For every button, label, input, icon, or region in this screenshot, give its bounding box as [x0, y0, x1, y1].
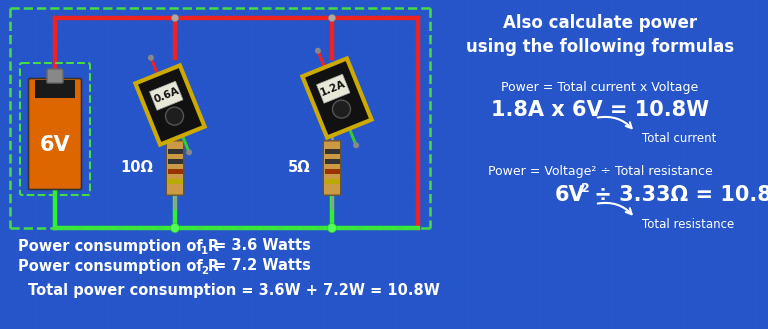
Circle shape	[186, 149, 192, 155]
Circle shape	[170, 223, 180, 233]
Text: 0.6A: 0.6A	[152, 86, 180, 105]
Circle shape	[171, 14, 178, 21]
Circle shape	[315, 48, 321, 54]
Text: Power = Voltage² ÷ Total resistance: Power = Voltage² ÷ Total resistance	[488, 165, 713, 179]
Text: = 3.6 Watts: = 3.6 Watts	[209, 239, 311, 254]
Text: Also calculate power
using the following formulas: Also calculate power using the following…	[466, 14, 734, 56]
Bar	[167, 169, 183, 174]
FancyBboxPatch shape	[28, 79, 81, 190]
Text: Total current: Total current	[642, 132, 717, 144]
Circle shape	[327, 223, 336, 233]
Polygon shape	[135, 65, 204, 144]
FancyBboxPatch shape	[167, 141, 184, 195]
Text: Total power consumption = 3.6W + 7.2W = 10.8W: Total power consumption = 3.6W + 7.2W = …	[28, 283, 440, 297]
Bar	[167, 179, 183, 184]
Text: ÷ 3.33Ω = 10.8W: ÷ 3.33Ω = 10.8W	[587, 185, 768, 205]
Text: 6V: 6V	[555, 185, 586, 205]
FancyBboxPatch shape	[323, 141, 341, 195]
Text: 1: 1	[201, 246, 208, 256]
Polygon shape	[303, 59, 372, 138]
Polygon shape	[150, 81, 183, 110]
Text: 5Ω: 5Ω	[287, 161, 310, 175]
Text: Power consumption of R: Power consumption of R	[18, 259, 219, 273]
Text: Power = Total current x Voltage: Power = Total current x Voltage	[502, 82, 699, 94]
Text: 1.8A x 6V = 10.8W: 1.8A x 6V = 10.8W	[491, 100, 709, 120]
Text: Power consumption of R: Power consumption of R	[18, 239, 219, 254]
Text: 2: 2	[201, 266, 208, 276]
Text: 1.2A: 1.2A	[319, 79, 347, 98]
Text: Total resistance: Total resistance	[642, 218, 734, 232]
Circle shape	[329, 14, 336, 21]
Circle shape	[333, 100, 350, 118]
Bar	[35, 80, 75, 98]
Text: 10Ω: 10Ω	[120, 161, 153, 175]
Text: 2: 2	[581, 182, 590, 194]
Text: 6V: 6V	[40, 135, 71, 155]
Polygon shape	[316, 74, 350, 103]
Circle shape	[165, 107, 184, 125]
Bar	[167, 149, 183, 154]
FancyBboxPatch shape	[47, 69, 63, 83]
Bar	[325, 179, 339, 184]
Bar	[325, 149, 339, 154]
Bar	[325, 159, 339, 164]
Text: = 7.2 Watts: = 7.2 Watts	[209, 259, 311, 273]
Bar	[325, 169, 339, 174]
Circle shape	[148, 55, 154, 61]
Bar	[167, 159, 183, 164]
Circle shape	[353, 142, 359, 148]
